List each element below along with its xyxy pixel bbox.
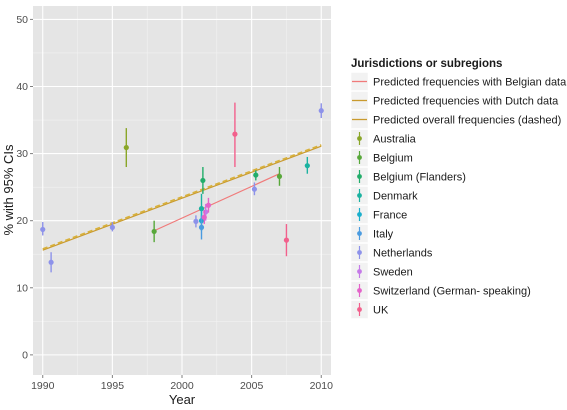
legend-label: UK xyxy=(373,305,389,317)
prediction-line-2 xyxy=(42,145,322,251)
legend-label: Belgium xyxy=(373,153,413,165)
point-netherlands xyxy=(251,186,258,192)
point-belgium xyxy=(151,228,157,235)
point-denmark xyxy=(198,206,205,212)
point-switzerland-german-speaking xyxy=(205,202,212,208)
point-netherlands xyxy=(48,259,54,265)
legend-key-point xyxy=(357,212,362,217)
legend-key-point xyxy=(357,193,362,198)
legend-label: Denmark xyxy=(373,191,418,203)
x-tick-label: 1995 xyxy=(101,380,125,392)
legend: Jurisdictions or subregions Predicted fr… xyxy=(350,58,567,319)
point-belgium-flanders xyxy=(253,172,259,178)
legend-label: Predicted overall frequencies (dashed) xyxy=(373,115,561,127)
legend-label: Netherlands xyxy=(373,248,433,260)
legend-key-point xyxy=(357,155,362,160)
y-axis-ticks: 0 10 20 30 40 50 xyxy=(16,14,33,361)
legend-key-point xyxy=(357,307,362,312)
point-australia xyxy=(123,144,129,151)
legend-label: France xyxy=(373,210,407,222)
legend-key-point xyxy=(357,231,362,236)
legend-items: Predicted frequencies with Belgian data P… xyxy=(350,72,567,319)
legend-label: Belgium (Flanders) xyxy=(373,172,466,184)
y-tick-label: 20 xyxy=(16,215,28,227)
y-tick-label: 30 xyxy=(16,148,28,160)
y-tick-label: 10 xyxy=(16,282,28,294)
legend-title: Jurisdictions or subregions xyxy=(351,58,502,70)
legend-label: Australia xyxy=(373,134,417,146)
prediction-line-3 xyxy=(42,144,322,250)
legend-key-point xyxy=(357,136,362,141)
data-points xyxy=(40,102,324,273)
point-uk xyxy=(283,237,290,243)
point-netherlands xyxy=(40,226,46,233)
y-tick-label: 50 xyxy=(16,14,28,26)
legend-key-point xyxy=(357,250,362,255)
x-tick-label: 1990 xyxy=(31,380,55,392)
legend-key-point xyxy=(357,174,362,179)
legend-label: Predicted frequencies with Belgian data xyxy=(373,77,567,89)
legend-label: Predicted frequencies with Dutch data xyxy=(373,96,559,108)
y-tick-label: 0 xyxy=(22,349,28,361)
x-tick-label: 2005 xyxy=(240,380,264,392)
y-axis-title: % with 95% CIs xyxy=(1,144,16,236)
x-axis-ticks: 1990 1995 2000 2005 2010 xyxy=(31,375,333,392)
point-uk xyxy=(232,131,238,137)
legend-label: Sweden xyxy=(373,267,413,279)
legend-label: Italy xyxy=(373,229,394,241)
legend-label: Switzerland (German- speaking) xyxy=(373,286,531,298)
legend-key-point xyxy=(357,269,362,274)
point-netherlands xyxy=(193,218,199,224)
point-belgium xyxy=(276,173,283,180)
x-tick-label: 2010 xyxy=(310,380,334,392)
point-switzerland-german-speaking xyxy=(201,214,207,220)
prediction-lines xyxy=(42,144,322,251)
legend-key-point xyxy=(357,288,362,293)
point-belgium-flanders xyxy=(200,177,206,184)
grid-major xyxy=(33,6,331,375)
x-axis-title: Year xyxy=(169,392,196,407)
x-tick-label: 2000 xyxy=(170,380,194,392)
point-netherlands xyxy=(318,108,324,114)
prediction-line-1 xyxy=(153,173,280,232)
point-denmark xyxy=(304,163,310,169)
point-netherlands xyxy=(109,224,115,230)
y-tick-label: 40 xyxy=(16,81,28,93)
point-italy xyxy=(198,224,205,230)
